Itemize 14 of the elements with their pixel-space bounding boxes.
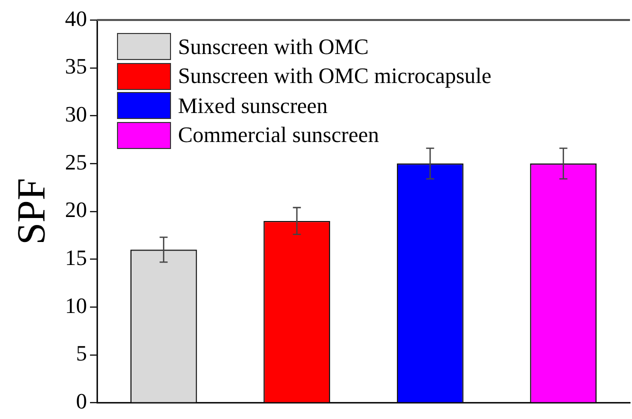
- y-tick-label: 10: [65, 292, 87, 318]
- y-tick-label: 30: [65, 101, 87, 126]
- y-tick-label: 40: [65, 6, 87, 31]
- y-tick-label: 0: [76, 388, 87, 414]
- y-axis-title: SPF: [8, 178, 54, 245]
- y-tick-label: 35: [65, 54, 87, 79]
- legend-label: Mixed sunscreen: [178, 92, 328, 118]
- y-tick-label: 15: [65, 245, 87, 270]
- y-tick-label: 20: [65, 197, 87, 222]
- y-tick-label: 5: [76, 340, 87, 366]
- legend-label: Sunscreen with OMC microcapsule: [178, 63, 492, 88]
- legend-label: Sunscreen with OMC: [178, 34, 369, 59]
- legend-label: Commercial sunscreen: [178, 122, 379, 148]
- y-tick-label: 25: [65, 149, 87, 174]
